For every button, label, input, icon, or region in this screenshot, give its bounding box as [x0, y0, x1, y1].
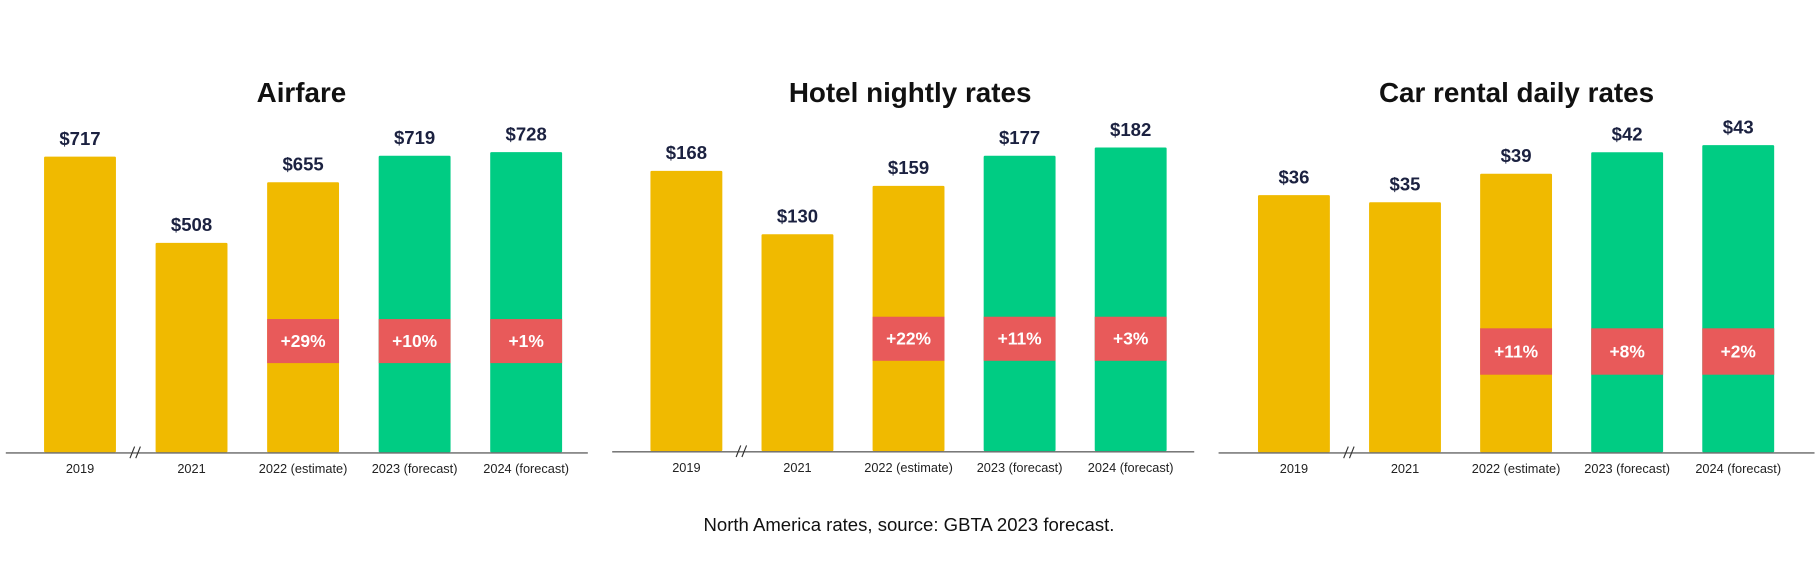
bar [1480, 173, 1553, 453]
data-label: $177 [999, 127, 1040, 148]
x-tick-label: 2024 (forecast) [483, 461, 569, 476]
change-badge [1591, 328, 1664, 375]
change-label: +11% [1494, 341, 1538, 361]
change-badge [267, 319, 340, 364]
data-label: $42 [1612, 124, 1643, 145]
bar [490, 152, 563, 453]
x-tick-label: 2022 (estimate) [259, 461, 348, 476]
data-label: $168 [666, 142, 707, 163]
change-label: +8% [1610, 341, 1645, 361]
data-label: $43 [1723, 117, 1754, 138]
footer-note: North America rates, source: GBTA 2023 f… [704, 514, 1115, 535]
change-label: +11% [998, 329, 1042, 349]
data-label: $655 [282, 154, 323, 175]
chart-title: Hotel nightly rates [789, 77, 1032, 108]
change-badge [490, 319, 563, 364]
change-badge [378, 319, 451, 364]
change-label: +2% [1721, 341, 1756, 361]
x-tick-label: 2021 [783, 460, 811, 475]
bar [44, 156, 116, 453]
bar [267, 182, 340, 453]
x-tick-label: 2023 (forecast) [977, 460, 1063, 475]
x-tick-label: 2023 (forecast) [1584, 461, 1670, 476]
data-label: $728 [506, 123, 547, 144]
change-badge [1094, 316, 1167, 361]
bar [1257, 195, 1330, 453]
change-label: +10% [392, 331, 437, 351]
change-badge [1702, 328, 1775, 375]
x-tick-label: 2019 [1280, 461, 1308, 476]
bar [761, 234, 834, 452]
chart-hotel-nightly-rates: Hotel nightly rates $168 2019 $130 2021 $159 2… [612, 77, 1195, 475]
data-label: $130 [777, 206, 818, 227]
chart-title: Car rental daily rates [1379, 77, 1654, 108]
chart-airfare: Airfare $717 2019 $508 2021 $655 2022 (estimat… [5, 77, 588, 476]
data-label: $717 [59, 128, 100, 149]
change-badge [872, 316, 945, 361]
x-tick-label: 2024 (forecast) [1695, 461, 1781, 476]
bar [983, 155, 1056, 452]
chart-title: Airfare [257, 77, 347, 108]
change-label: +3% [1113, 329, 1148, 349]
x-tick-label: 2022 (estimate) [1472, 461, 1561, 476]
x-tick-label: 2024 (forecast) [1088, 460, 1174, 475]
change-label: +29% [281, 331, 326, 351]
x-tick-label: 2019 [672, 460, 700, 475]
data-label: $159 [888, 157, 929, 178]
bar [1369, 202, 1441, 453]
x-tick-label: 2021 [1391, 461, 1419, 476]
x-tick-label: 2023 (forecast) [372, 461, 458, 476]
change-badge [983, 316, 1056, 361]
bar [1702, 145, 1775, 453]
data-label: $36 [1278, 167, 1309, 188]
bar [378, 155, 451, 453]
x-tick-label: 2019 [66, 461, 94, 476]
data-label: $719 [394, 127, 435, 148]
axis-break-icon [129, 446, 141, 459]
bar [1591, 152, 1664, 453]
data-label: $39 [1501, 145, 1532, 166]
change-label: +22% [886, 329, 931, 349]
bar [155, 242, 228, 453]
data-label: $35 [1390, 174, 1421, 195]
axis-break-icon [1343, 446, 1355, 459]
x-tick-label: 2021 [177, 461, 205, 476]
data-label: $182 [1110, 119, 1151, 140]
bar [650, 170, 723, 452]
data-label: $508 [171, 214, 212, 235]
bar [1094, 147, 1167, 452]
change-badge [1480, 328, 1553, 375]
chart-car-rental-daily-rates: Car rental daily rates $36 2019 $35 2021 $39 2… [1218, 77, 1815, 476]
x-tick-label: 2022 (estimate) [864, 460, 953, 475]
axis-break-icon [735, 445, 748, 458]
change-label: +1% [509, 331, 544, 351]
